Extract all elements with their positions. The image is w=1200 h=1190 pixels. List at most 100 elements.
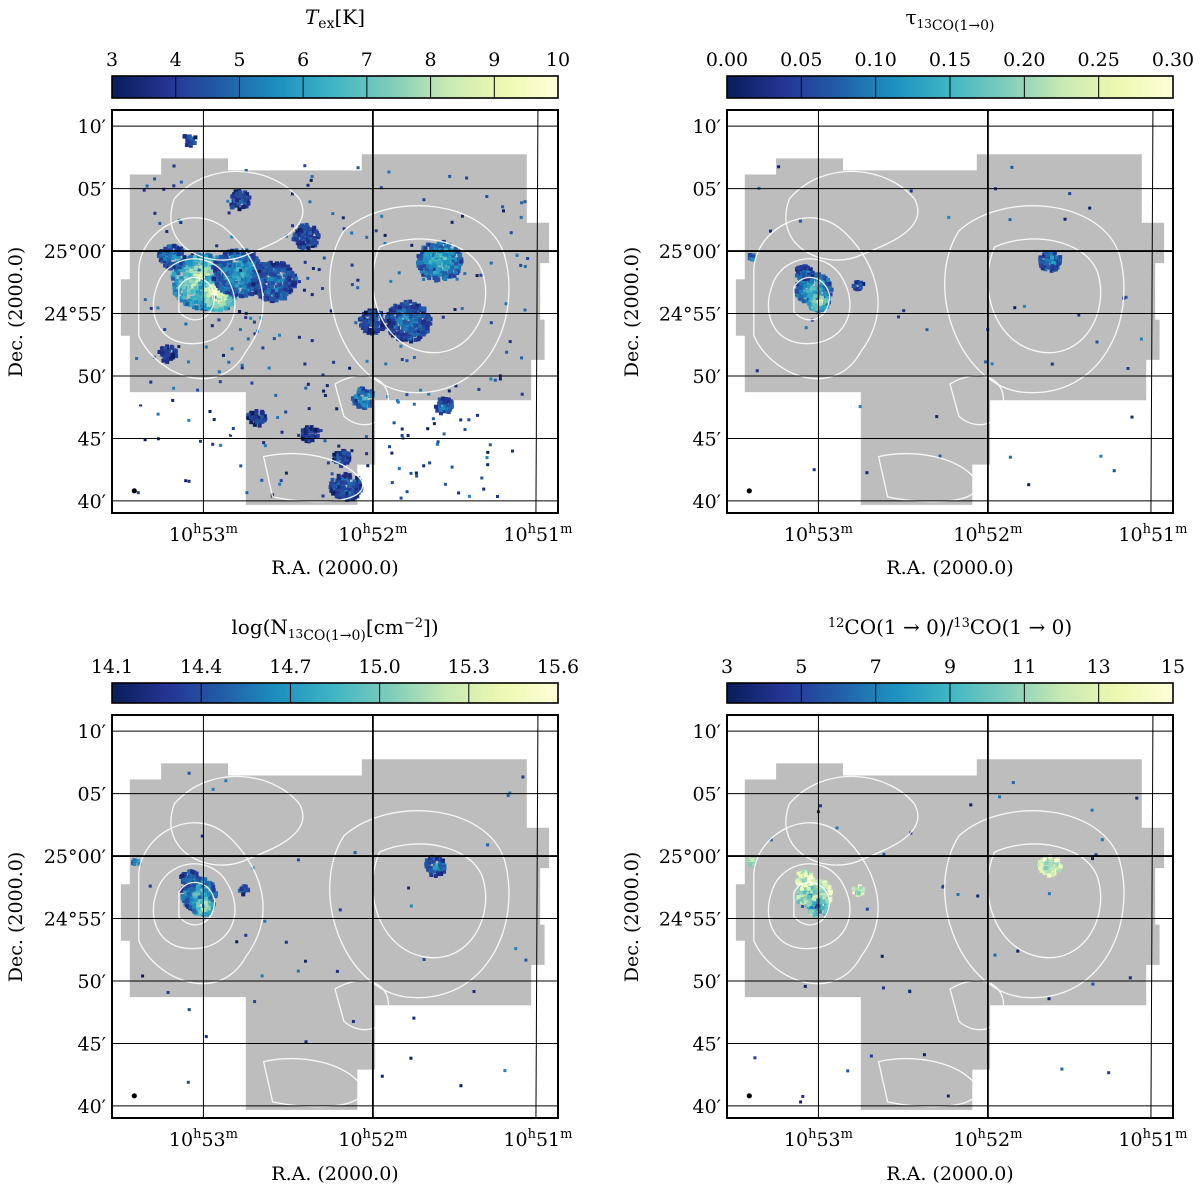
contour-line	[793, 881, 831, 926]
x-tick-label: 10h53m	[784, 1127, 853, 1151]
colorbar: 3 5 7 9 11 13 15	[721, 656, 1185, 704]
contour-line	[944, 205, 1125, 394]
colorbar-tick-label: 15	[1161, 656, 1185, 678]
ra-grid-line	[1150, 109, 1154, 514]
contour-line	[785, 775, 919, 866]
y-tick-label: 50′	[78, 971, 107, 993]
x-tick-label: 10h51m	[503, 522, 572, 546]
y-tick-label: 24°55′	[659, 909, 721, 931]
colorbar-tick-label: 7	[361, 49, 373, 71]
x-tick-label: 10h51m	[1118, 1127, 1187, 1151]
coverage-footprint	[735, 154, 1165, 505]
y-tick-label: 45′	[78, 1033, 107, 1055]
beam-marker	[746, 1093, 752, 1099]
contour-lines	[727, 170, 1125, 503]
colorbar-tick-label: 14.1	[91, 656, 133, 678]
x-tick-label: 10h52m	[953, 1127, 1022, 1151]
x-tick-label: 10h53m	[169, 1127, 238, 1151]
y-tick-label: 50′	[78, 366, 107, 388]
ra-grid-line	[535, 714, 539, 1119]
coverage-footprint	[735, 759, 1165, 1110]
colorbar-tick-label: 9	[488, 49, 500, 71]
plot-frame	[726, 714, 1174, 1119]
coverage-footprint	[120, 759, 550, 1110]
panel-title: log(N13CO(1→0)[cm−2])	[231, 615, 438, 644]
x-tick-label: 10h51m	[503, 1127, 572, 1151]
x-tick-label: 10h53m	[169, 522, 238, 546]
colorbar-tick-label: 9	[944, 656, 956, 678]
colorbar: 3 4 5 6 7 8 9 10	[106, 49, 570, 99]
y-tick-label: 25°00′	[659, 846, 721, 868]
beam-marker	[131, 1093, 137, 1099]
y-tick-label: 40′	[693, 491, 722, 513]
y-tick-label: 10′	[78, 116, 107, 138]
contour-line	[329, 810, 510, 999]
colorbar-tick-label: 10	[546, 49, 570, 71]
map-area: 10′ 05′ 25°00′ 24°55′ 50′ 45′ 40′ 10h53m 10h52m 1…	[659, 714, 1187, 1151]
coordinate-grid	[112, 714, 558, 1119]
colorbar-tick-label: 0.30	[1152, 49, 1194, 71]
y-tick-label: 50′	[693, 366, 722, 388]
colorbar-gradient	[111, 75, 559, 99]
x-axis-label: R.A. (2000.0)	[271, 557, 398, 579]
colorbar-tick-label: 15.0	[358, 656, 400, 678]
contour-line	[372, 238, 487, 354]
y-tick-label: 10′	[693, 116, 722, 138]
panel-tex: Tex[K] 3 4 5 6 7 8 9 10 10′ 05′ 25°00′ 24°55′ 50′ 45…	[5, 5, 572, 579]
emission-pixels	[746, 781, 1139, 1104]
colorbar: 0.00 0.05 0.10 0.15 0.20 0.25 0.30	[706, 49, 1194, 99]
y-tick-label: 10′	[693, 721, 722, 743]
ra-grid-line	[535, 109, 539, 514]
ra-grid-line	[1150, 714, 1154, 1119]
colorbar-tick-label: 0.20	[1003, 49, 1045, 71]
colorbar-tick-label: 0.00	[706, 49, 748, 71]
x-tick-label: 10h52m	[338, 522, 407, 546]
colorbar-tick-label: 0.15	[929, 49, 971, 71]
y-tick-label: 40′	[693, 1096, 722, 1118]
plot-frame	[726, 109, 1174, 514]
coordinate-grid	[727, 714, 1173, 1119]
colorbar-tick-label: 5	[795, 656, 807, 678]
contour-line	[987, 843, 1102, 959]
coordinate-grid	[727, 109, 1173, 514]
y-tick-label: 24°55′	[44, 304, 106, 326]
contour-line	[793, 276, 831, 321]
colorbar-tick-label: 8	[425, 49, 437, 71]
y-tick-label: 50′	[693, 971, 722, 993]
contour-line	[178, 276, 216, 321]
colorbar-tick-label: 0.25	[1078, 49, 1120, 71]
map-area: 10′ 05′ 25°00′ 24°55′ 50′ 45′ 40′ 10h53m 10h52m 1…	[44, 714, 572, 1151]
colorbar-tick-label: 7	[870, 656, 882, 678]
colorbar-tick-label: 3	[106, 49, 118, 71]
y-tick-label: 45′	[693, 1033, 722, 1055]
panel-title: Tex[K]	[305, 5, 365, 32]
y-tick-label: 05′	[78, 784, 107, 806]
contour-line	[767, 863, 851, 950]
contour-line	[987, 238, 1102, 354]
coordinate-grid	[112, 109, 558, 514]
colorbar-tick-label: 14.4	[180, 656, 222, 678]
colorbar-tick-label: 11	[1012, 656, 1036, 678]
contour-line	[112, 406, 247, 442]
map-area: 10′ 05′ 25°00′ 24°55′ 50′ 45′ 40′ 10h53m 10h52m 1…	[659, 109, 1187, 546]
plot-frame	[111, 714, 559, 1119]
map-area: 10′ 05′ 25°00′ 24°55′ 50′ 45′ 40′ 10h53m 10h52m 1…	[44, 109, 572, 546]
plot-frame	[111, 109, 559, 514]
colorbar-tick-label: 15.6	[537, 656, 579, 678]
colorbar-tick-label: 14.7	[269, 656, 311, 678]
panel-column-density: log(N13CO(1→0)[cm−2]) 14.1 14.4 14.7 15.0 15…	[5, 615, 579, 1185]
y-tick-label: 10′	[78, 721, 107, 743]
x-tick-label: 10h52m	[338, 1127, 407, 1151]
contour-line	[138, 822, 264, 985]
y-axis-label: Dec. (2000.0)	[621, 247, 643, 378]
contour-line	[152, 258, 236, 345]
contour-line	[138, 217, 264, 380]
colorbar-gradient	[111, 682, 559, 704]
contour-line	[329, 205, 510, 394]
y-tick-label: 24°55′	[659, 304, 721, 326]
y-tick-label: 40′	[78, 491, 107, 513]
y-axis-label: Dec. (2000.0)	[5, 852, 27, 983]
y-axis-label: Dec. (2000.0)	[621, 852, 643, 983]
y-tick-label: 05′	[693, 179, 722, 201]
